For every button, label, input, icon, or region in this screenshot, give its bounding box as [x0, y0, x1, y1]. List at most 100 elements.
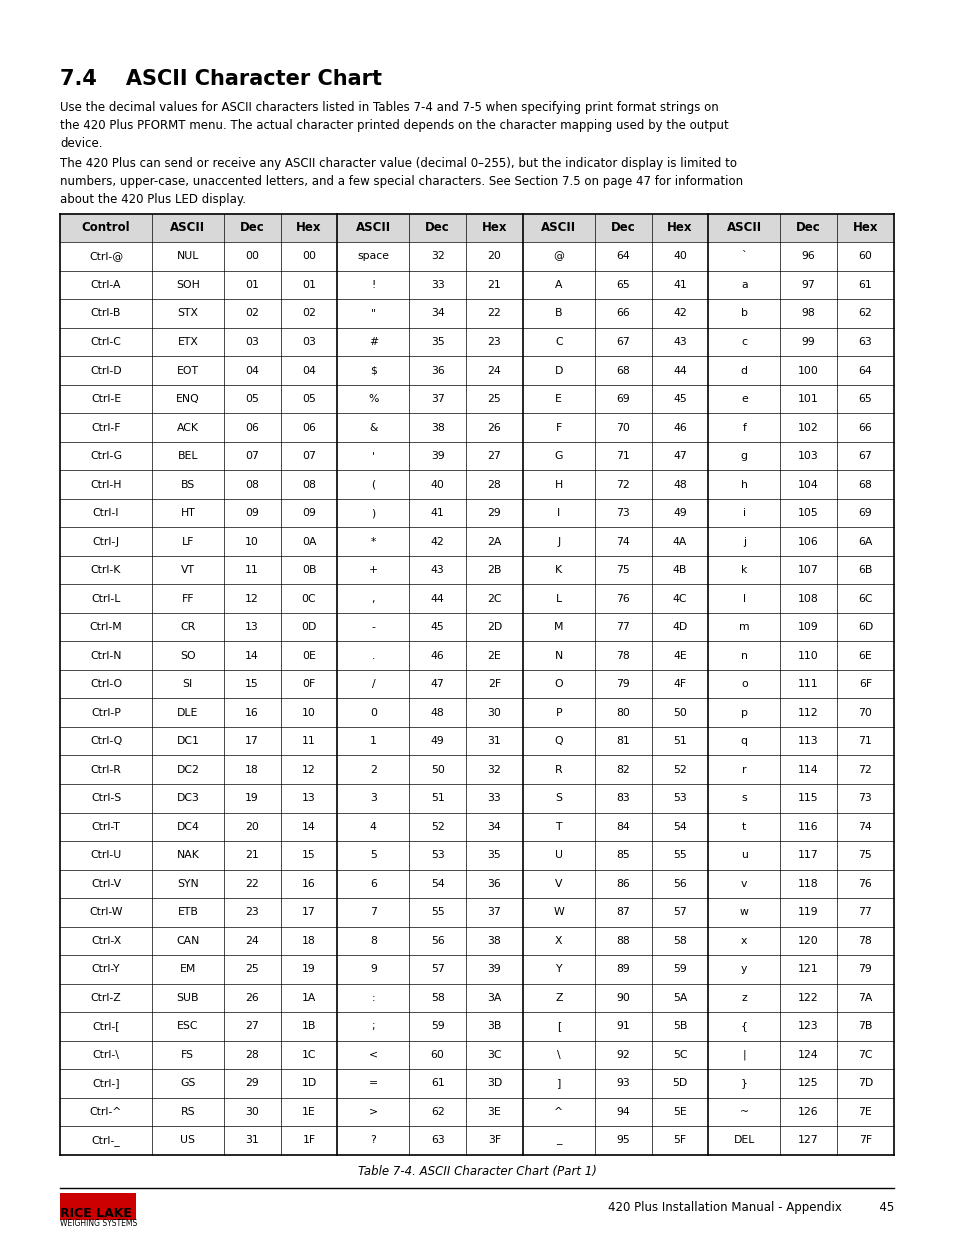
Text: Ctrl-K: Ctrl-K — [91, 566, 121, 576]
Text: 61: 61 — [858, 280, 871, 290]
Text: 1E: 1E — [302, 1107, 315, 1116]
Bar — [836, 1098, 893, 1126]
Bar — [466, 442, 522, 471]
Text: @: @ — [553, 252, 563, 262]
Text: 119: 119 — [798, 908, 818, 918]
Text: N: N — [554, 651, 562, 661]
Text: DC2: DC2 — [176, 764, 199, 774]
Text: 55: 55 — [673, 850, 686, 861]
Text: The 420 Plus can send or receive any ASCII character value (decimal 0–255), but : The 420 Plus can send or receive any ASC… — [60, 157, 742, 206]
Bar — [152, 756, 223, 784]
Text: VT: VT — [181, 566, 194, 576]
Text: 109: 109 — [798, 622, 818, 632]
Bar — [60, 756, 152, 784]
Bar — [337, 784, 409, 813]
Text: 09: 09 — [302, 508, 315, 519]
Bar — [60, 499, 152, 527]
Bar — [280, 327, 337, 356]
Text: g: g — [740, 451, 747, 461]
Text: 4D: 4D — [672, 622, 687, 632]
Bar — [152, 841, 223, 869]
Bar — [594, 756, 651, 784]
Text: 94: 94 — [616, 1107, 629, 1116]
Bar — [780, 1070, 836, 1098]
Text: ETX: ETX — [177, 337, 198, 347]
Text: 43: 43 — [431, 566, 444, 576]
Text: _: _ — [556, 1135, 561, 1146]
Text: 78: 78 — [858, 936, 871, 946]
Text: 60: 60 — [858, 252, 871, 262]
Text: SYN: SYN — [176, 879, 198, 889]
Text: 59: 59 — [431, 1021, 444, 1031]
Text: 67: 67 — [858, 451, 871, 461]
Text: 6E: 6E — [858, 651, 871, 661]
Bar — [594, 841, 651, 869]
Text: M: M — [554, 622, 563, 632]
Text: 62: 62 — [431, 1107, 444, 1116]
Text: 4B: 4B — [672, 566, 686, 576]
Text: Dec: Dec — [610, 221, 635, 235]
Bar — [337, 756, 409, 784]
Text: US: US — [180, 1135, 195, 1146]
Text: 20: 20 — [487, 252, 501, 262]
Text: 33: 33 — [487, 793, 501, 803]
Bar — [409, 527, 466, 556]
Text: 87: 87 — [616, 908, 629, 918]
Bar — [780, 527, 836, 556]
Text: 123: 123 — [798, 1021, 818, 1031]
Bar — [708, 242, 780, 270]
Text: space: space — [357, 252, 389, 262]
Bar — [594, 869, 651, 898]
Text: Dec: Dec — [425, 221, 450, 235]
Bar — [651, 613, 708, 641]
Bar — [60, 898, 152, 926]
Text: i: i — [742, 508, 745, 519]
Bar — [60, 1070, 152, 1098]
Bar — [280, 584, 337, 613]
Text: 10: 10 — [245, 536, 259, 547]
Text: EOT: EOT — [176, 366, 198, 375]
Text: Ctrl-H: Ctrl-H — [91, 479, 122, 489]
Text: %: % — [368, 394, 378, 404]
Text: j: j — [742, 536, 745, 547]
Bar — [780, 955, 836, 983]
Bar — [152, 699, 223, 727]
Bar — [522, 669, 594, 699]
Bar — [836, 442, 893, 471]
Text: 56: 56 — [431, 936, 444, 946]
Text: 65: 65 — [616, 280, 629, 290]
Bar — [836, 270, 893, 299]
Bar — [522, 584, 594, 613]
Text: 47: 47 — [673, 451, 686, 461]
Bar — [280, 1013, 337, 1041]
Text: 22: 22 — [245, 879, 259, 889]
Text: T: T — [555, 821, 561, 832]
Text: 50: 50 — [430, 764, 444, 774]
Text: 31: 31 — [245, 1135, 259, 1146]
Bar — [651, 756, 708, 784]
Text: 51: 51 — [431, 793, 444, 803]
Text: 91: 91 — [616, 1021, 629, 1031]
Bar — [780, 214, 836, 242]
Bar — [780, 727, 836, 756]
Text: 11: 11 — [302, 736, 315, 746]
Bar — [780, 926, 836, 955]
Text: 23: 23 — [487, 337, 501, 347]
Bar — [780, 270, 836, 299]
Bar — [466, 1098, 522, 1126]
Text: 63: 63 — [431, 1135, 444, 1146]
Bar — [836, 699, 893, 727]
Bar — [60, 242, 152, 270]
Bar — [280, 841, 337, 869]
Bar — [466, 214, 522, 242]
Text: 2C: 2C — [487, 594, 501, 604]
Text: /: / — [371, 679, 375, 689]
Text: `: ` — [740, 252, 746, 262]
Bar — [337, 613, 409, 641]
Text: 4F: 4F — [673, 679, 686, 689]
Text: n: n — [740, 651, 747, 661]
Text: 17: 17 — [302, 908, 315, 918]
Text: 106: 106 — [798, 536, 818, 547]
Bar — [651, 299, 708, 327]
Text: 57: 57 — [673, 908, 686, 918]
